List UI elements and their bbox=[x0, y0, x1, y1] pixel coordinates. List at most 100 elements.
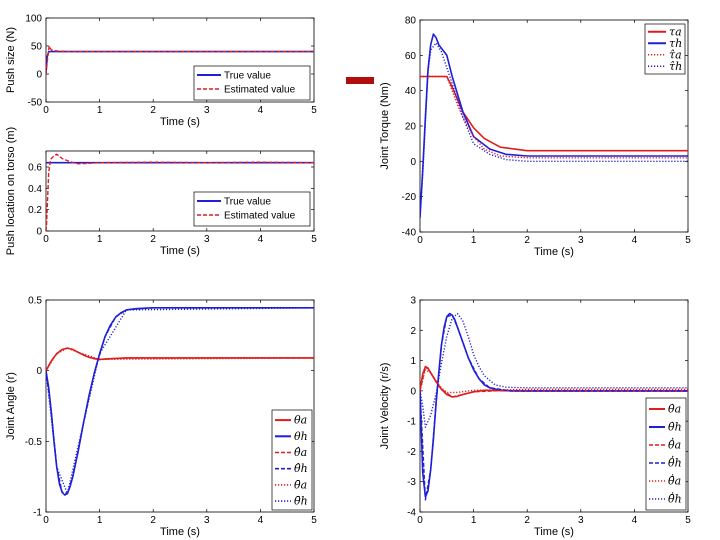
x-tick-label: 1 bbox=[97, 105, 103, 116]
x-tick-label: 0 bbox=[417, 235, 423, 246]
y-tick-label: -2 bbox=[407, 447, 416, 458]
x-axis-label: Time (s) bbox=[534, 526, 574, 538]
legend-label: τ̂h bbox=[669, 60, 682, 73]
x-tick-label: 0 bbox=[417, 515, 423, 526]
x-tick-label: 4 bbox=[632, 235, 638, 246]
x-tick-label: 5 bbox=[685, 235, 691, 246]
x-tick-label: 5 bbox=[311, 234, 317, 245]
x-tick-label: 5 bbox=[685, 515, 691, 526]
legend-label: θ̇a bbox=[668, 403, 681, 416]
legend-label: θ̄h bbox=[294, 495, 308, 508]
legend-box bbox=[271, 409, 313, 511]
y-axis-label: Joint Angle (r) bbox=[5, 372, 17, 440]
legend-label: θ̂̇h bbox=[668, 455, 682, 470]
legend-label: Estimated value bbox=[224, 85, 296, 96]
y-tick-label: 0.4 bbox=[28, 184, 42, 195]
legend-label: θ̂h bbox=[294, 462, 308, 475]
chart-4: 0 1 2 3 4 5 -1 -0.5 0 0.5 Time (s) Joint Angle (r) θ… bbox=[5, 296, 317, 539]
x-tick-label: 2 bbox=[150, 105, 156, 116]
series-line-5 bbox=[46, 347, 314, 372]
y-axis-label: Push size (N) bbox=[5, 27, 17, 93]
series-line-3 bbox=[420, 75, 688, 159]
x-tick-label: 2 bbox=[150, 234, 156, 245]
series-line-2 bbox=[46, 153, 314, 231]
y-tick-label: 20 bbox=[405, 122, 417, 133]
legend-label: τh bbox=[669, 37, 682, 50]
y-tick-label: 40 bbox=[405, 86, 417, 97]
x-axis-label: Time (s) bbox=[160, 116, 200, 128]
x-tick-label: 5 bbox=[311, 105, 317, 116]
chart-5: 0 1 2 3 4 5 -4 -3 -2 -1 0 1 2 3 Time (s) Joint Velocity… bbox=[379, 296, 691, 539]
x-tick-label: 2 bbox=[524, 235, 530, 246]
y-tick-label: 80 bbox=[405, 16, 417, 27]
y-tick-label: 0 bbox=[410, 386, 416, 397]
y-tick-label: -3 bbox=[407, 477, 416, 488]
y-tick-label: -1 bbox=[33, 508, 42, 519]
x-axis-label: Time (s) bbox=[160, 245, 200, 257]
x-axis-label: Time (s) bbox=[160, 526, 200, 538]
legend-box bbox=[193, 65, 311, 101]
series-line-2 bbox=[420, 33, 688, 218]
y-tick-label: 0 bbox=[410, 157, 416, 168]
x-tick-label: 4 bbox=[632, 515, 638, 526]
y-tick-label: 100 bbox=[25, 14, 42, 25]
y-tick-label: 0.2 bbox=[28, 205, 42, 216]
legend: True value Estimated value bbox=[193, 65, 311, 101]
x-tick-label: 3 bbox=[578, 235, 584, 246]
y-tick-label: -20 bbox=[402, 192, 417, 203]
x-tick-label: 0 bbox=[43, 234, 49, 245]
legend: True value Estimated value bbox=[193, 191, 311, 227]
y-tick-label: -4 bbox=[407, 508, 416, 519]
legend-label: θh bbox=[294, 430, 308, 443]
x-tick-label: 3 bbox=[204, 515, 210, 526]
series-line-3 bbox=[46, 347, 314, 372]
legend-label: τa bbox=[669, 25, 682, 38]
axes-box bbox=[45, 299, 315, 513]
x-tick-label: 1 bbox=[471, 515, 477, 526]
y-tick-label: 0 bbox=[36, 227, 42, 238]
legend-label: True value bbox=[224, 197, 271, 208]
y-axis-label: Joint Velocity (r/s) bbox=[379, 363, 391, 450]
y-tick-label: -40 bbox=[402, 228, 417, 239]
axes-box bbox=[45, 17, 315, 103]
legend: θa θh θ̂a θ̂h θ̄a θ̄h bbox=[271, 409, 313, 511]
x-axis-label: Time (s) bbox=[534, 246, 574, 258]
legend: θ̇a θ̇h θ̂̇a θ̂̇h θ̄̇a θ̄̇h bbox=[645, 397, 687, 511]
legend-label: θ̄a bbox=[294, 478, 307, 491]
series-line-3 bbox=[420, 365, 688, 398]
legend-label: θ̂a bbox=[294, 446, 307, 459]
legend-box bbox=[193, 191, 311, 227]
x-tick-label: 4 bbox=[258, 234, 264, 245]
x-tick-label: 1 bbox=[97, 515, 103, 526]
x-tick-label: 4 bbox=[258, 515, 264, 526]
x-tick-label: 1 bbox=[97, 234, 103, 245]
axes-box bbox=[45, 150, 315, 232]
legend-label: θa bbox=[294, 414, 307, 427]
series-line-2 bbox=[46, 45, 314, 75]
legend-label: θ̄̇a bbox=[668, 473, 681, 488]
x-tick-label: 4 bbox=[258, 105, 264, 116]
legend-label: True value bbox=[224, 71, 271, 82]
x-tick-label: 3 bbox=[204, 105, 210, 116]
series-line-1 bbox=[420, 75, 688, 152]
x-tick-label: 3 bbox=[204, 234, 210, 245]
y-axis-label: Push location on torso (m) bbox=[5, 127, 17, 255]
x-tick-label: 0 bbox=[43, 515, 49, 526]
y-tick-label: -0.5 bbox=[25, 437, 43, 448]
y-tick-label: 2 bbox=[410, 326, 416, 337]
y-tick-label: -1 bbox=[407, 417, 416, 428]
x-tick-label: 5 bbox=[311, 515, 317, 526]
x-tick-label: 2 bbox=[524, 515, 530, 526]
legend-label: Estimated value bbox=[224, 211, 296, 222]
y-tick-label: 50 bbox=[31, 42, 43, 53]
x-tick-label: 1 bbox=[471, 235, 477, 246]
x-tick-label: 2 bbox=[150, 515, 156, 526]
y-tick-label: 1 bbox=[410, 356, 416, 367]
series-line-1 bbox=[46, 347, 314, 372]
x-tick-label: 3 bbox=[578, 515, 584, 526]
y-tick-label: 3 bbox=[410, 296, 416, 307]
legend-box bbox=[645, 397, 687, 511]
y-tick-label: 0.5 bbox=[28, 296, 42, 307]
